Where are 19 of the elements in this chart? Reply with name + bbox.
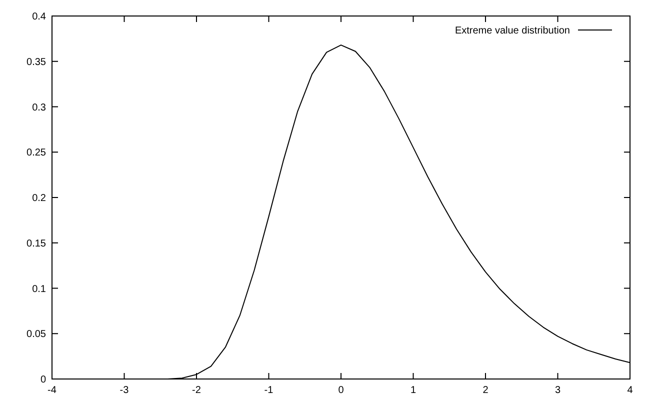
y-tick-label: 0.05 bbox=[26, 329, 46, 340]
y-tick-label: 0.3 bbox=[32, 102, 46, 114]
x-tick-label: -3 bbox=[120, 385, 130, 396]
x-tick-label: -2 bbox=[192, 385, 202, 396]
x-tick-label: 1 bbox=[410, 385, 416, 396]
y-tick-label: 0.1 bbox=[32, 284, 46, 295]
x-tick-label: -4 bbox=[48, 385, 57, 396]
y-tick-label: 0.35 bbox=[26, 56, 46, 68]
y-tick-label: 0.25 bbox=[26, 148, 46, 159]
y-tick-label: 0 bbox=[40, 374, 46, 386]
x-tick-label: 2 bbox=[482, 385, 489, 396]
x-tick-label: 4 bbox=[627, 385, 634, 396]
y-tick-label: 0.4 bbox=[32, 12, 46, 22]
x-tick-label: 0 bbox=[338, 385, 344, 396]
y-tick-label: 0.2 bbox=[32, 193, 46, 204]
x-tick-label: -1 bbox=[264, 385, 274, 396]
y-tick-label: 0.15 bbox=[26, 238, 46, 250]
legend-label: Extreme value distribution bbox=[454, 26, 570, 36]
x-tick-label: 3 bbox=[554, 385, 561, 396]
